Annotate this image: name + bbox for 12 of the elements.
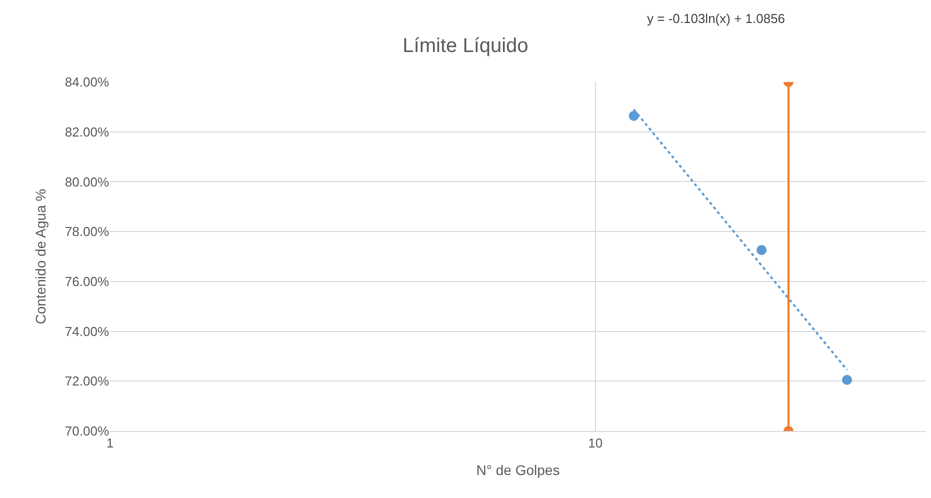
y-tick-label: 76.00% [64,274,110,289]
y-tick-label: 82.00% [64,124,110,140]
y-tick-label: 72.00% [64,374,110,389]
y-tick-label: 74.00% [64,324,110,339]
x-tick-label: 10 [588,436,603,451]
y-tick-label: 80.00% [64,174,110,190]
y-tick-label: 78.00% [64,224,110,240]
y-tick-label: 84.00% [64,74,110,90]
text: y = -0.103ln(x) + 1.0856 [647,11,786,26]
x-axis-title: N° de Golpes [476,462,560,478]
y-axis-title: Contenido de Agua % [32,188,49,324]
chart-title: Límite Líquido [402,34,528,57]
